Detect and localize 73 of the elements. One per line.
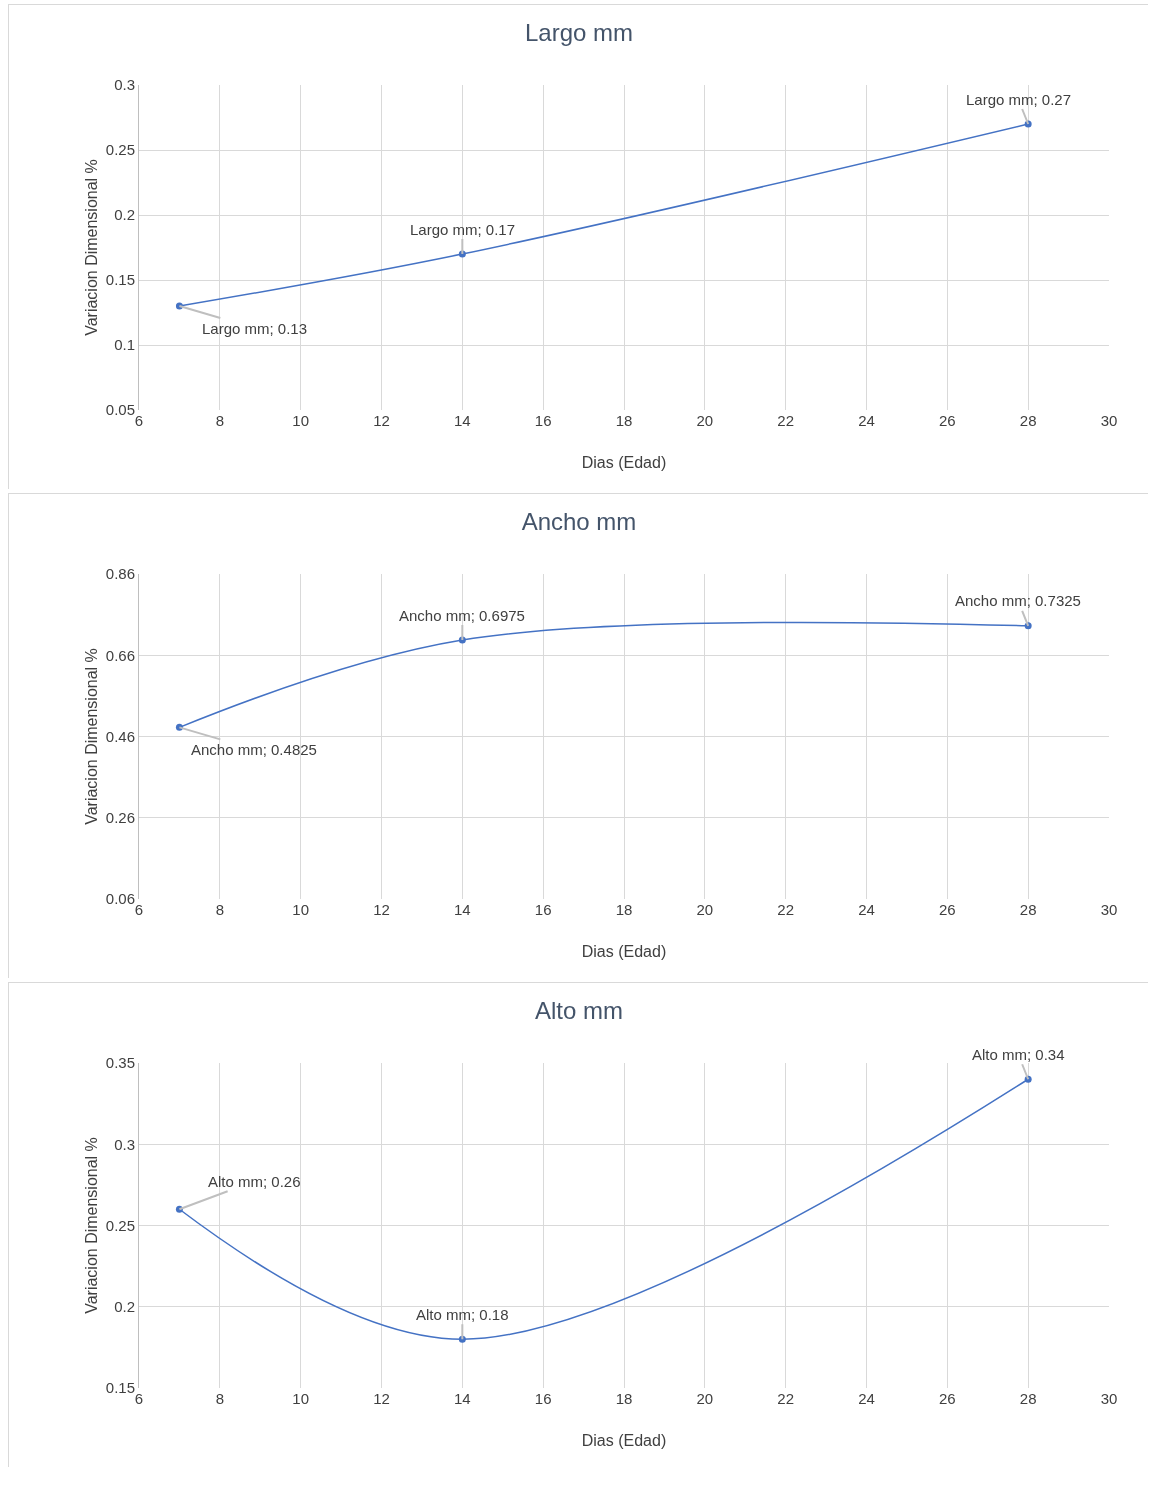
x-tick-label: 28 [1019,1390,1037,1407]
data-label: Largo mm; 0.17 [410,221,516,238]
data-label: Ancho mm; 0.4825 [191,741,317,758]
y-axis-title: Variacion Dimensional % [83,159,100,336]
x-tick-label: 24 [858,1390,875,1407]
y-tick-label: 0.25 [105,1216,135,1234]
x-tick-label: 30 [1100,412,1118,429]
x-axis-title: Dias (Edad) [581,454,667,471]
y-tick-label: 0.05 [105,401,135,419]
x-tick-label: 26 [938,901,956,918]
x-tick-label: 26 [938,412,956,429]
y-tick-label: 0.3 [114,76,135,94]
x-tick-label: 8 [215,901,224,918]
x-tick-label: 18 [615,1390,633,1407]
y-tick-label: 0.2 [114,206,135,224]
x-tick-label: 22 [777,412,795,429]
x-tick-label: 24 [858,901,875,918]
y-tick-label: 0.2 [114,1298,135,1315]
y-tick-label: 0.26 [105,809,135,826]
x-tick-label: 6 [134,1390,144,1407]
x-tick-label: 30 [1100,1390,1118,1407]
x-tick-label: 28 [1019,412,1037,429]
x-tick-label: 12 [373,412,390,429]
chart-title: Largo mm [524,19,634,47]
x-tick-label: 30 [1100,901,1118,918]
x-tick-label: 12 [373,1390,390,1407]
x-tick-label: 16 [534,412,552,429]
x-axis-title: Dias (Edad) [581,1432,667,1449]
y-tick-label: 0.15 [105,271,135,289]
y-tick-label: 0.66 [105,646,135,664]
x-tick-label: 10 [292,901,310,918]
data-label: Ancho mm; 0.6975 [399,607,525,624]
y-tick-label: 0.1 [114,336,135,354]
y-axis-title: Variacion Dimensional % [83,648,100,825]
x-tick-label: 10 [292,412,310,429]
y-tick-label: 0.06 [105,890,135,908]
x-tick-label: 20 [696,1390,714,1407]
y-tick-label: 0.35 [105,1054,135,1072]
x-tick-label: 8 [215,412,224,429]
y-tick-label: 0.46 [105,727,135,745]
x-tick-label: 12 [373,901,390,918]
y-axis-title: Variacion Dimensional % [83,1137,100,1314]
x-tick-label: 18 [615,412,633,429]
chart-title: Ancho mm [521,508,637,536]
y-tick-label: 0.25 [105,141,135,159]
x-tick-label: 18 [615,901,633,918]
x-tick-label: 14 [453,1390,471,1407]
data-label: Alto mm; 0.26 [208,1173,301,1190]
x-tick-label: 24 [858,412,875,429]
x-tick-label: 10 [292,1390,310,1407]
x-tick-label: 6 [134,901,144,918]
chart-title: Alto mm [534,997,624,1025]
x-tick-label: 22 [777,1390,795,1407]
x-tick-label: 20 [696,901,714,918]
x-tick-label: 8 [215,1390,224,1407]
y-tick-label: 0.86 [105,565,135,583]
x-tick-label: 6 [134,412,144,429]
x-tick-label: 14 [453,901,471,918]
x-tick-label: 16 [534,901,552,918]
data-label: Largo mm; 0.13 [202,320,308,337]
data-label: Alto mm; 0.18 [416,1306,509,1323]
y-tick-label: 0.3 [114,1135,135,1153]
x-tick-label: 26 [938,1390,956,1407]
x-tick-label: 20 [696,412,714,429]
data-label: Largo mm; 0.27 [966,91,1072,108]
x-axis-title: Dias (Edad) [581,943,667,960]
x-tick-label: 28 [1019,901,1037,918]
data-label: Ancho mm; 0.7325 [955,592,1081,609]
y-tick-label: 0.15 [105,1379,135,1397]
x-tick-label: 16 [534,1390,552,1407]
data-label: Alto mm; 0.34 [972,1046,1065,1063]
x-tick-label: 22 [777,901,795,918]
x-tick-label: 14 [453,412,471,429]
